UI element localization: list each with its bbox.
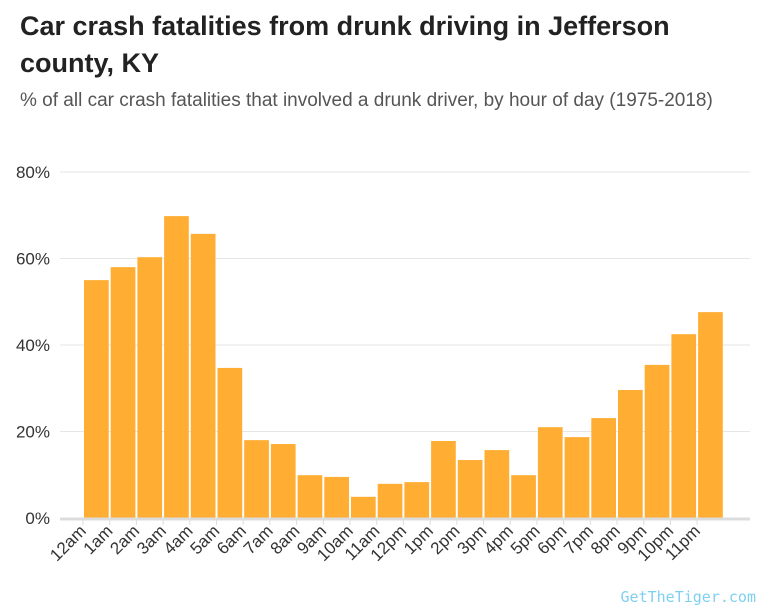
bar	[457, 460, 483, 518]
y-tick-label: 20%	[16, 423, 50, 442]
chart-title: Car crash fatalities from drunk driving …	[20, 11, 670, 78]
chart-subtitle: % of all car crash fatalities that invol…	[20, 90, 713, 111]
bar	[671, 334, 697, 518]
bar	[297, 475, 323, 518]
bar	[564, 437, 590, 518]
y-tick-label: 0%	[25, 509, 50, 528]
bar	[190, 233, 216, 518]
y-tick-label: 60%	[16, 250, 50, 269]
bar	[84, 280, 109, 518]
bar	[164, 216, 189, 519]
bar	[484, 450, 510, 518]
bar	[698, 312, 723, 518]
bar	[137, 257, 163, 518]
bar	[537, 427, 563, 518]
bar	[110, 267, 136, 518]
bar	[377, 483, 403, 518]
bar	[217, 367, 243, 518]
bar	[431, 441, 456, 518]
y-tick-label: 80%	[16, 163, 50, 182]
bar	[270, 444, 296, 518]
bar	[644, 364, 670, 518]
bar	[618, 389, 643, 518]
bar	[511, 475, 536, 518]
bar	[591, 418, 616, 518]
bar	[324, 476, 349, 518]
bar	[244, 440, 269, 518]
y-tick-label: 40%	[16, 336, 50, 355]
bar	[404, 482, 430, 518]
bar	[351, 496, 376, 518]
watermark: GetTheTiger.com	[620, 588, 756, 606]
